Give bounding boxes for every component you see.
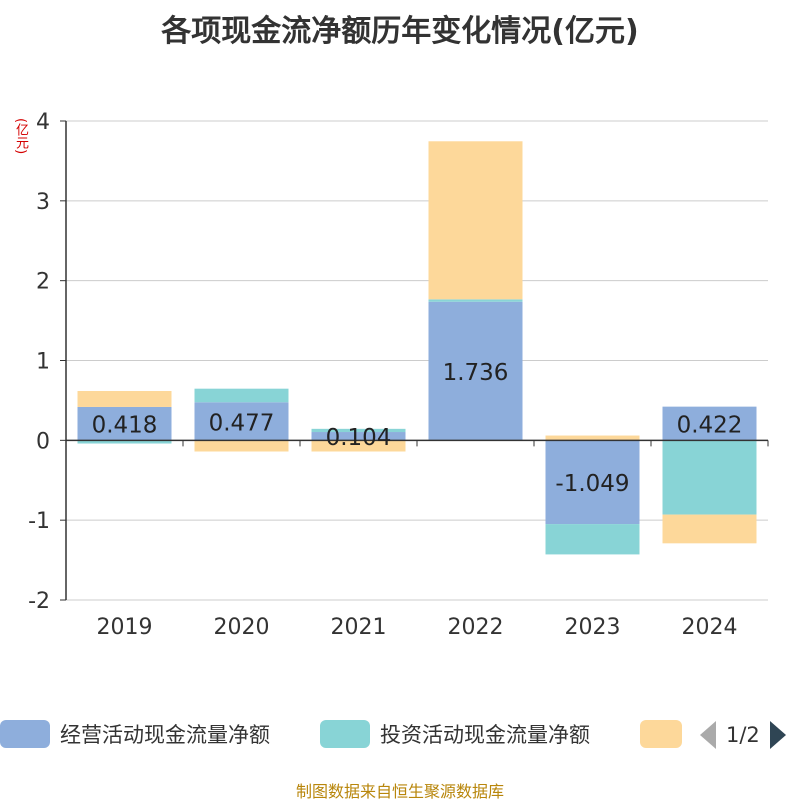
legend-swatch-investing [320,720,370,748]
data-label-2021: 0.104 [326,425,392,451]
bar-2021-series-0 [311,432,406,441]
legend-swatch-financing [640,720,682,748]
chart-plot: -2 -1 0 1 2 3 4 2019 2020 2021 2022 2023 2024 0.418 0.… [28,110,769,640]
bar-2022-series-0 [428,301,523,441]
x-tick-label-2023: 2023 [565,615,621,640]
y-axis-label: (亿元) [13,118,28,155]
legend: 经营活动现金流量净额 投资活动现金流量净额 [0,716,800,756]
bar-2023-series-1 [545,524,640,555]
bar-2022-series-1 [428,299,523,302]
bar-2023-series-0 [545,440,640,525]
legend-pager: 1/2 [700,718,786,752]
data-label-2022: 1.736 [443,360,509,386]
data-label-2024: 0.422 [677,412,743,438]
y-tick-label: 3 [36,190,50,215]
y-tick-label: -2 [28,589,50,614]
bar-2020-series-0 [194,402,289,441]
data-label-2023: -1.049 [555,471,629,497]
legend-next-page-icon[interactable] [769,721,786,749]
bar-2022-series-2 [428,141,523,300]
chart-title: 各项现金流净额历年变化情况(亿元) [161,14,639,49]
x-tick-label-2024: 2024 [682,615,738,640]
bar-2020-series-2 [194,440,289,452]
x-tick-label-2021: 2021 [331,615,387,640]
x-tick-label-2022: 2022 [448,615,504,640]
data-label-2020: 0.477 [209,410,275,436]
y-tick-label: 4 [36,110,50,135]
legend-label-investing: 投资活动现金流量净额 [380,723,590,747]
legend-item-investing[interactable]: 投资活动现金流量净额 [320,716,590,752]
bar-2021-series-2 [311,440,406,452]
y-tick-label: 1 [36,350,50,375]
bar-2019-series-1 [77,440,172,444]
y-tick-label: -1 [28,509,50,534]
y-tick-label: 0 [36,429,50,454]
bar-2021-series-1 [311,428,406,433]
legend-swatch-operating [0,720,50,748]
legend-item-financing[interactable] [640,716,692,752]
bar-2024-series-0 [662,406,757,441]
x-tick-label-2019: 2019 [97,615,153,640]
bar-2019-series-2 [77,390,172,407]
legend-prev-page-icon[interactable] [700,721,716,749]
bar-2020-series-1 [194,388,289,403]
y-tick-label: 2 [36,270,50,295]
legend-page-indicator: 1/2 [726,723,760,747]
legend-item-operating[interactable]: 经营活动现金流量净额 [0,716,270,752]
x-tick-label-2020: 2020 [214,615,270,640]
legend-label-operating: 经营活动现金流量净额 [60,723,270,747]
data-source-note: 制图数据来自恒生聚源数据库 [295,782,504,801]
bar-2023-series-2 [545,435,640,441]
data-label-2019: 0.418 [92,413,158,439]
bar-2019-series-0 [77,406,172,441]
bar-2024-series-1 [662,440,757,515]
bar-2024-series-2 [662,514,757,544]
